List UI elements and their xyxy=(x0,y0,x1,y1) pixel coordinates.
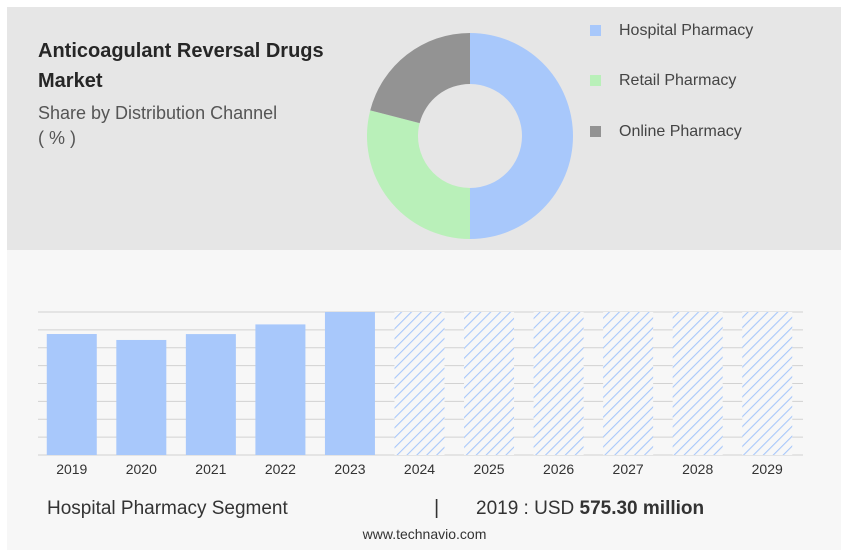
segment-value-amount: 575.30 million xyxy=(579,498,705,519)
x-tick-2020: 2020 xyxy=(126,461,157,477)
x-tick-2022: 2022 xyxy=(265,461,296,477)
bar-2029 xyxy=(742,312,793,455)
chart-title: Anticoagulant Reversal Drugs Market xyxy=(38,40,324,92)
x-tick-2019: 2019 xyxy=(56,461,87,477)
legend-swatch-retail xyxy=(590,75,601,86)
donut-chart xyxy=(367,33,573,239)
bar-2019 xyxy=(46,334,97,455)
bar-2025 xyxy=(464,312,515,455)
segment-value-prefix: 2019 : USD xyxy=(476,498,580,519)
donut-slice-retail xyxy=(367,110,470,239)
legend-swatch-online xyxy=(590,126,601,137)
bar-2027 xyxy=(603,312,654,455)
x-tick-2027: 2027 xyxy=(613,461,644,477)
source-url[interactable]: www.technavio.com xyxy=(362,526,487,542)
bar-2028 xyxy=(672,312,723,455)
x-tick-2028: 2028 xyxy=(682,461,713,477)
legend-label-hospital: Hospital Pharmacy xyxy=(619,22,754,39)
segment-value: 2019 : USD 575.30 million xyxy=(476,497,704,521)
bar-2021 xyxy=(185,334,236,455)
bar-2020 xyxy=(116,339,167,455)
x-tick-2021: 2021 xyxy=(195,461,226,477)
footer-separator: | xyxy=(434,497,440,519)
x-tick-2029: 2029 xyxy=(752,461,783,477)
x-tick-2026: 2026 xyxy=(543,461,574,477)
legend-label-online: Online Pharmacy xyxy=(619,123,742,140)
chart-subtitle: Share by Distribution Channel xyxy=(38,103,278,123)
legend-swatch-hospital xyxy=(590,25,601,36)
bar-2022 xyxy=(255,324,306,455)
donut-slice-hospital xyxy=(470,33,573,239)
x-tick-2025: 2025 xyxy=(473,461,504,477)
x-tick-2023: 2023 xyxy=(334,461,365,477)
donut-slice-online xyxy=(370,33,470,124)
bar-chart: 2019 2020 2021 2022 2023 2024 2025 2026 2027 2028… xyxy=(38,311,803,477)
bar-2026 xyxy=(533,312,584,455)
unit-label: ( % ) xyxy=(38,128,76,148)
bar-2024 xyxy=(394,312,445,455)
legend-label-retail: Retail Pharmacy xyxy=(619,72,737,89)
bar-2023 xyxy=(324,312,375,455)
segment-label: Hospital Pharmacy Segment xyxy=(47,498,288,519)
x-tick-2024: 2024 xyxy=(404,461,435,477)
